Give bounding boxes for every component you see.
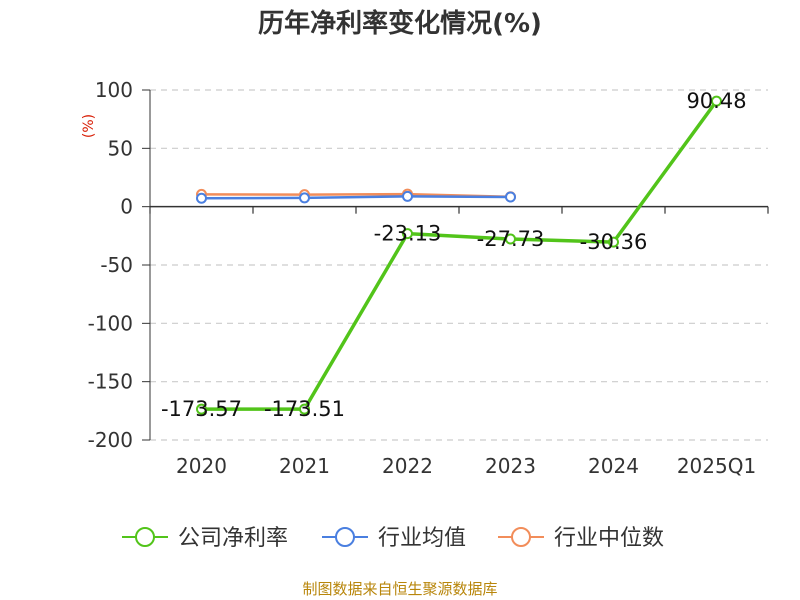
series-line-0 (201, 100, 718, 411)
legend-marker-2 (511, 527, 531, 547)
data-label-0: -173.57 (161, 397, 242, 421)
data-label-5: 90.48 (686, 89, 746, 113)
grid-lines (150, 89, 768, 441)
legend-label-2: 行业中位数 (554, 526, 664, 551)
series-0-point-2 (402, 228, 413, 240)
series-0-point-0 (196, 403, 207, 415)
series-group (196, 95, 722, 415)
y-tick-label-6: -200 (88, 428, 133, 452)
series-line-1 (201, 195, 511, 200)
legend-marker-0 (135, 527, 155, 547)
x-tick-label-0: 2020 (176, 454, 227, 478)
data-label-1: -173.51 (264, 397, 345, 421)
series-1-point-1 (299, 192, 310, 204)
series-0-point-5 (711, 95, 722, 107)
data-label-3: -27.73 (477, 227, 545, 251)
series-line-2 (201, 192, 511, 198)
legend: 公司净利率 行业均值 行业中位数 (122, 526, 664, 551)
legend-label-1: 行业均值 (378, 526, 466, 551)
x-tick-label-5: 2025Q1 (677, 454, 756, 478)
axes: 100 50 0 -50 -100 -150 -200 2020 2021 2022 2023 202… (88, 78, 769, 478)
series-1-point-3 (505, 191, 516, 203)
series-0-point-1 (299, 403, 310, 415)
data-label-4: -30.36 (580, 230, 648, 254)
x-tick-label-1: 2021 (279, 454, 330, 478)
series-1-point-2 (402, 190, 413, 202)
x-tick-label-4: 2024 (588, 454, 639, 478)
y-tick-label-3: -50 (100, 253, 133, 277)
data-label-2: -23.13 (374, 222, 442, 246)
y-tick-label-1: 50 (108, 136, 133, 160)
chart-title: 历年净利率变化情况(%) (258, 8, 542, 39)
series-1-point-0 (196, 192, 207, 204)
y-tick-label-0: 100 (95, 78, 133, 102)
series-0-point-4 (608, 236, 619, 248)
x-tick-label-3: 2023 (485, 454, 536, 478)
data-source: 制图数据来自恒生聚源数据库 (302, 580, 497, 598)
x-tick-label-2: 2022 (382, 454, 433, 478)
y-axis-unit: (%) (81, 114, 97, 138)
legend-marker-1 (335, 527, 355, 547)
y-tick-label-5: -150 (88, 370, 133, 394)
data-labels: -173.57 -173.51 -23.13 -27.73 -30.36 90.48 (161, 89, 747, 421)
y-tick-label-4: -100 (88, 311, 133, 335)
y-tick-label-2: 0 (120, 195, 133, 219)
series-0-point-3 (505, 233, 516, 245)
legend-label-0: 公司净利率 (178, 526, 288, 551)
